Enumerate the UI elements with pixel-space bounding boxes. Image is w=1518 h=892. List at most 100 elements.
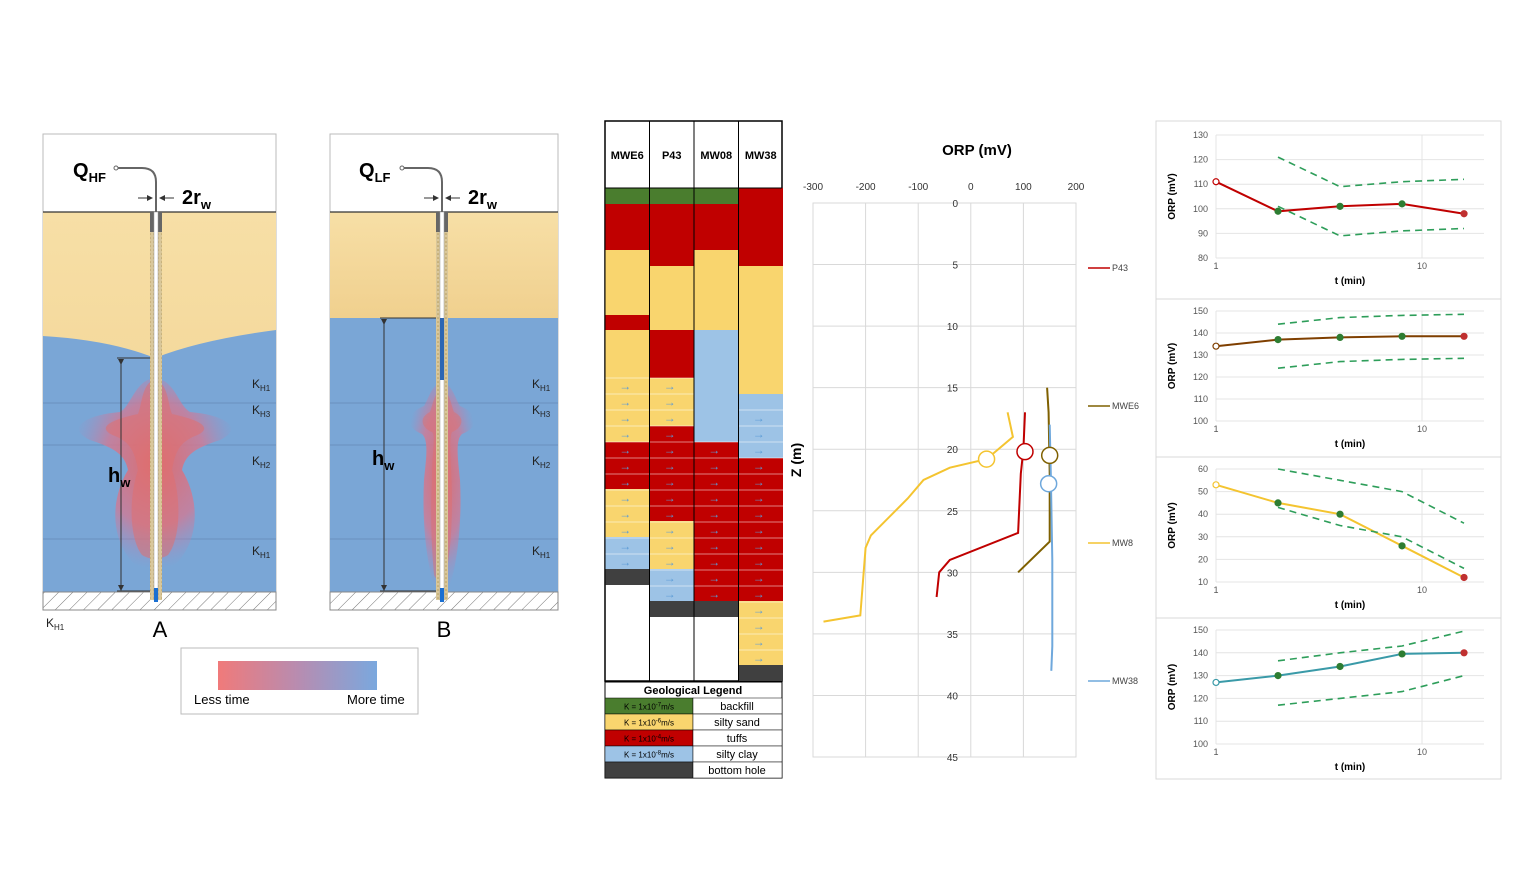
- layer-label-a-4: KH1: [252, 544, 271, 560]
- time-y-tick: 100: [1193, 204, 1208, 214]
- orp-sample-marker: [1040, 446, 1059, 465]
- layer-label-a-2: KH3: [252, 403, 271, 419]
- time-point: [1460, 210, 1468, 218]
- time-y-tick: 40: [1198, 509, 1208, 519]
- flow-arrow-icon: →: [708, 491, 720, 505]
- time-point: [1460, 573, 1468, 582]
- flow-arrow-icon: →: [619, 555, 631, 569]
- panel-label-b: B: [437, 617, 452, 642]
- time-y-tick: 80: [1198, 253, 1208, 263]
- log-layer: [694, 188, 739, 204]
- log-layer: [694, 442, 739, 601]
- flow-arrow-icon: →: [753, 411, 765, 425]
- time-point: [1336, 510, 1344, 518]
- geo-legend-name: tuffs: [727, 733, 748, 745]
- geo-legend-k: K = 1x10-8m/s: [624, 751, 674, 760]
- orp-y-tick: 20: [947, 445, 959, 456]
- radius-label-a: 2rw: [182, 187, 212, 212]
- flow-arrow-icon: →: [753, 443, 765, 457]
- flow-arrow-icon: →: [619, 427, 631, 441]
- log-layer: [605, 442, 650, 489]
- time-point: [1398, 332, 1406, 340]
- orp-title: ORP (mV): [942, 142, 1012, 159]
- geo-legend-name: backfill: [720, 701, 754, 713]
- orp-x-tick: -200: [856, 182, 876, 193]
- time-gradient-bar: [218, 661, 377, 690]
- orp-x-tick: -300: [803, 182, 823, 193]
- time-y-tick: 130: [1193, 671, 1208, 681]
- flow-arrow-icon: →: [619, 395, 631, 409]
- time-point: [1398, 200, 1406, 208]
- time-point: [1212, 678, 1220, 687]
- flow-label-a: QHF: [73, 160, 106, 185]
- flow-arrow-icon: →: [708, 443, 720, 457]
- log-layer: [649, 378, 694, 426]
- flow-label-b: QLF: [359, 160, 391, 185]
- log-layer: [605, 250, 650, 315]
- time-point: [1336, 662, 1344, 671]
- log-layer: [649, 569, 694, 601]
- flow-arrow-icon: →: [664, 571, 676, 585]
- log-layer: [738, 665, 783, 681]
- geo-legend-title: Geological Legend: [644, 685, 742, 697]
- log-layer: [649, 426, 694, 442]
- time-point: [1274, 499, 1282, 507]
- orp-legend-label: MW8: [1112, 538, 1133, 548]
- flow-arrow-icon: →: [753, 619, 765, 633]
- orp-sample-marker: [977, 450, 996, 468]
- log-layer: [694, 601, 739, 617]
- time-y-tick: 110: [1194, 394, 1208, 404]
- orp-y-tick: 35: [947, 630, 959, 641]
- time-x-tick: 10: [1417, 585, 1427, 595]
- flow-arrow-icon: →: [664, 523, 676, 537]
- time-point: [1212, 481, 1220, 489]
- orp-y-tick: 15: [947, 384, 959, 395]
- log-layer: [694, 330, 739, 442]
- log-layer: [738, 601, 783, 665]
- time-xlabel: t (min): [1335, 276, 1366, 287]
- time-point: [1398, 650, 1406, 658]
- layer-label-a-3: KH2: [252, 454, 271, 470]
- flow-arrow-icon: →: [664, 411, 676, 425]
- orp-y-tick: 5: [952, 261, 958, 272]
- time-y-tick: 130: [1193, 350, 1208, 360]
- flow-arrow-icon: →: [664, 555, 676, 569]
- flow-arrow-icon: →: [753, 587, 765, 601]
- time-xlabel: t (min): [1335, 439, 1366, 450]
- time-y-tick: 150: [1193, 306, 1208, 316]
- flow-arrow-icon: →: [753, 475, 765, 489]
- flow-arrow-icon: →: [753, 539, 765, 553]
- log-layer: [649, 601, 694, 617]
- orp-x-tick: 0: [968, 182, 974, 193]
- time-legend-less: Less time: [194, 692, 250, 707]
- flow-arrow-icon: →: [753, 635, 765, 649]
- time-bound-line: [1277, 205, 1465, 237]
- orp-y-tick: 45: [947, 753, 959, 764]
- time-y-tick: 130: [1193, 130, 1208, 140]
- time-y-tick: 140: [1193, 328, 1208, 338]
- orp-sample-marker: [1039, 474, 1058, 493]
- orp-x-tick: 100: [1015, 182, 1032, 193]
- layer-label-b-1: KH1: [532, 377, 551, 393]
- time-bound-line: [1277, 674, 1465, 706]
- time-point: [1460, 332, 1468, 340]
- flow-arrow-icon: →: [664, 475, 676, 489]
- flow-arrow-icon: →: [619, 411, 631, 425]
- log-layer: [649, 188, 694, 204]
- orp-x-tick: -100: [908, 182, 928, 193]
- orp-series-mw8: [823, 412, 1015, 623]
- time-y-tick: 50: [1198, 487, 1208, 497]
- flow-arrow-icon: →: [619, 491, 631, 505]
- flow-arrow-icon: →: [753, 459, 765, 473]
- lithology-logs: → → → → → → → → → → → → MWE6 → → → → → → → → → → → → → → P43 → → → → → → →…: [604, 120, 783, 779]
- flow-arrow-icon: →: [708, 555, 720, 569]
- geo-legend-name: silty sand: [714, 717, 760, 729]
- log-column-header: MWE6: [611, 150, 644, 162]
- time-y-tick: 120: [1193, 155, 1208, 165]
- orp-y-tick: 25: [947, 507, 959, 518]
- time-legend-more: More time: [347, 692, 405, 707]
- flow-arrow-icon: →: [619, 507, 631, 521]
- time-ylabel: ORP (mV): [1167, 664, 1178, 711]
- geo-legend-swatch: [604, 761, 694, 779]
